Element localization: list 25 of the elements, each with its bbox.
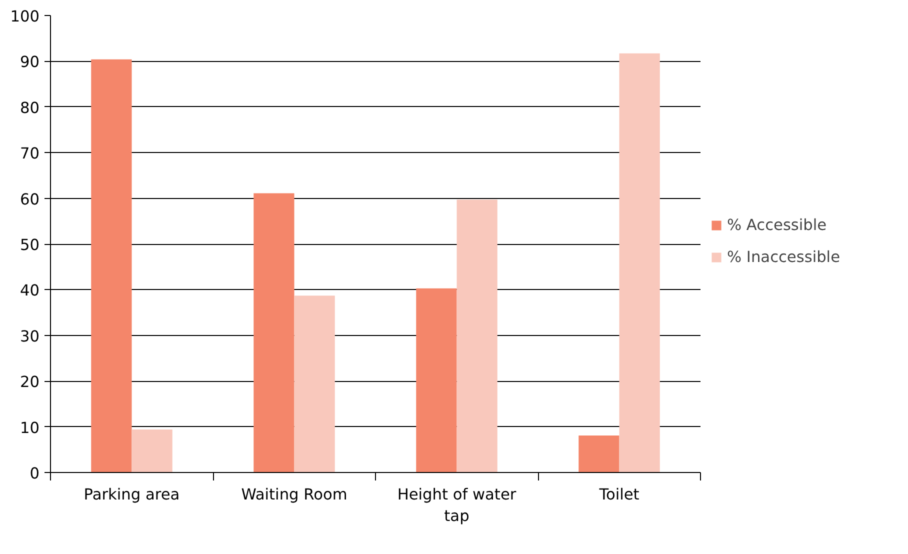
bar (132, 430, 172, 472)
y-tick-label: 10 (20, 418, 40, 437)
y-tick-label: 60 (20, 190, 40, 208)
x-tick-label: Waiting Room (241, 486, 348, 504)
bar (578, 435, 620, 472)
y-tick-label: 90 (20, 53, 40, 72)
y-tick-label: 40 (20, 282, 40, 300)
bar (416, 288, 457, 472)
bar (294, 296, 335, 472)
y-tick-label: 100 (10, 8, 40, 26)
x-tick-label: Height of water tap (397, 486, 517, 526)
y-tick-label: 20 (20, 373, 40, 392)
legend-label: % Accessible (727, 216, 827, 234)
bar (456, 200, 498, 472)
y-tick-label: 0 (30, 464, 40, 482)
x-tick-label: Toilet (598, 486, 640, 504)
bar (91, 59, 132, 472)
y-tick-label: 50 (20, 236, 40, 254)
y-tick-label: 80 (20, 98, 40, 117)
y-tick-label: 30 (20, 327, 40, 346)
legend-label: % Inaccessible (727, 248, 840, 266)
bar (619, 53, 660, 472)
x-tick-label: Parking area (84, 486, 180, 504)
y-tick-label: 70 (20, 144, 40, 163)
bar (254, 193, 294, 472)
